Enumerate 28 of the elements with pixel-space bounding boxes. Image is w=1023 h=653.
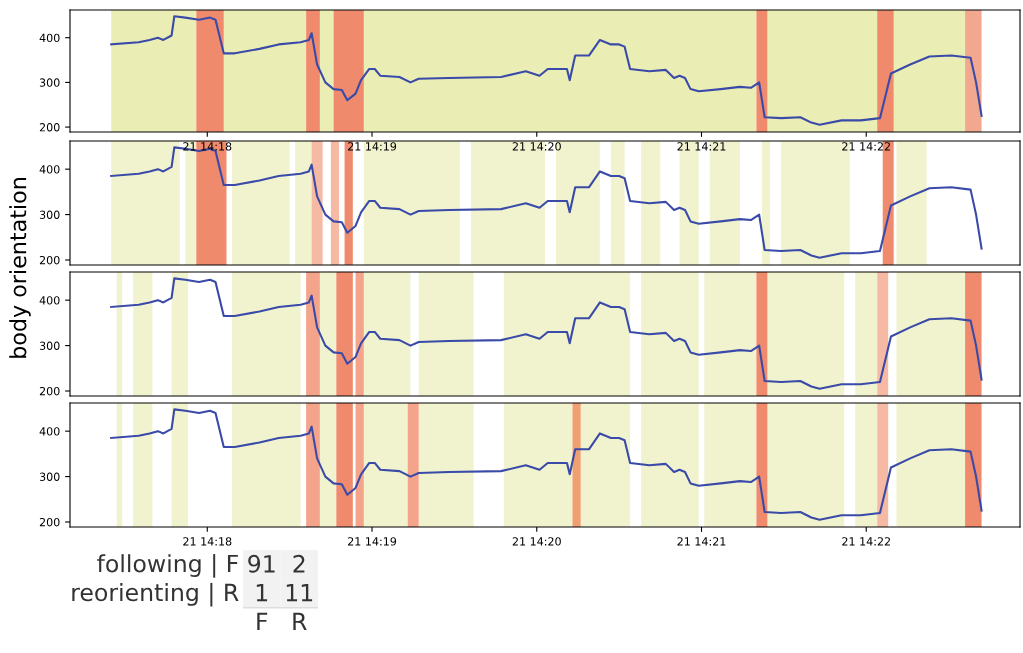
y-tick-label: 300 bbox=[39, 78, 60, 87]
y-tick-label: 400 bbox=[39, 427, 60, 436]
data-label: 1 bbox=[256, 584, 268, 602]
y-tick-label: 300 bbox=[39, 472, 60, 481]
x-tick-label: 21 14:20 bbox=[512, 142, 561, 151]
y-tick-label: 200 bbox=[39, 386, 60, 396]
data-label: 2 bbox=[293, 554, 305, 573]
y-tick-label: 400 bbox=[39, 296, 60, 305]
x-tick-label: F bbox=[257, 612, 268, 631]
y-tick-label: 200 bbox=[39, 123, 60, 132]
data-label: 11 bbox=[286, 584, 313, 602]
x-tick-label: 21 14:18 bbox=[183, 537, 232, 546]
y-tick-label: 400 bbox=[39, 165, 60, 174]
y-tick-label: 300 bbox=[39, 341, 60, 350]
y-tick-label: reorienting | R bbox=[72, 582, 239, 607]
x-tick-label: R bbox=[293, 612, 307, 631]
x-tick-label: 21 14:19 bbox=[347, 537, 397, 546]
x-tick-label: 21 14:20 bbox=[512, 537, 561, 546]
x-tick-label: 21 14:22 bbox=[842, 537, 890, 546]
y-tick-label: 200 bbox=[39, 255, 60, 265]
y-tick-label: 200 bbox=[39, 517, 60, 527]
x-tick-label: 21 14:21 bbox=[677, 537, 726, 546]
y-axis-title: body orientation bbox=[9, 178, 31, 358]
y-tick-label: 400 bbox=[39, 33, 60, 43]
x-tick-label: 21 14:21 bbox=[677, 142, 726, 151]
y-tick-label: following | F bbox=[97, 554, 238, 578]
y-tick-label: 300 bbox=[39, 210, 60, 219]
data-label: 91 bbox=[248, 554, 275, 573]
